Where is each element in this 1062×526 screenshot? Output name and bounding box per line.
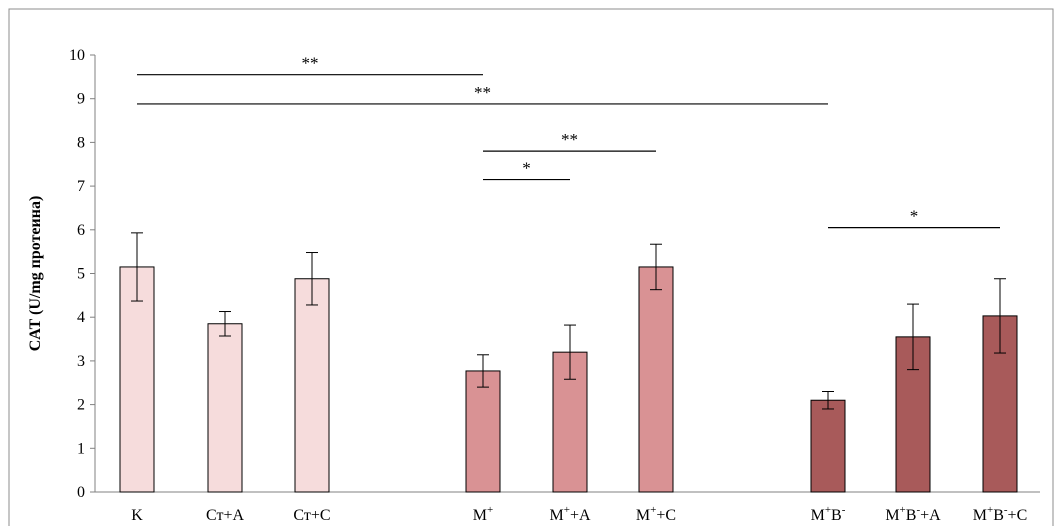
category-label: M++C — [636, 504, 676, 524]
category-label: M+B- — [811, 504, 846, 524]
significance-label: ** — [474, 83, 491, 102]
y-tick-label: 9 — [77, 91, 85, 108]
bar — [119, 266, 155, 493]
category-label: Ст+С — [293, 507, 330, 524]
y-tick-label: 8 — [77, 134, 85, 151]
bar — [294, 278, 330, 493]
category-label: M+B-+C — [973, 504, 1028, 524]
significance-label: ** — [302, 54, 319, 73]
bar — [207, 323, 243, 493]
y-tick-label: 3 — [77, 353, 85, 370]
category-label: M+ — [473, 504, 493, 524]
chart-frame — [8, 8, 1054, 526]
y-axis-label: CAT (U/mg протеина) — [27, 196, 44, 352]
bar — [810, 399, 846, 493]
significance-label: ** — [561, 130, 578, 149]
y-tick-label: 7 — [77, 178, 85, 195]
category-label: M++A — [549, 504, 590, 524]
significance-label: * — [522, 159, 531, 178]
category-label: M+B-+A — [885, 504, 941, 524]
y-tick-label: 0 — [77, 484, 85, 501]
y-tick-label: 2 — [77, 397, 85, 414]
significance-label: * — [910, 207, 919, 226]
bar — [638, 266, 674, 493]
bar — [465, 370, 501, 493]
y-tick-label: 10 — [69, 47, 85, 64]
category-label: K — [131, 507, 143, 524]
y-tick-label: 5 — [77, 266, 85, 283]
y-tick-label: 6 — [77, 222, 85, 239]
y-tick-label: 1 — [77, 440, 85, 457]
y-tick-label: 4 — [77, 309, 85, 326]
category-label: Ст+А — [206, 507, 244, 524]
